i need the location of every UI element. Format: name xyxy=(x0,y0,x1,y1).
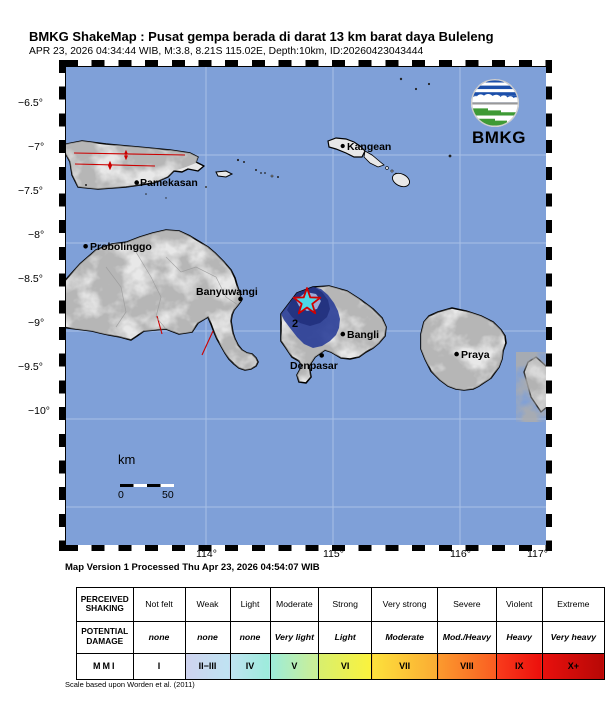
svg-text:Denpasar: Denpasar xyxy=(290,360,338,372)
svg-text:Praya: Praya xyxy=(461,349,490,361)
svg-text:2: 2 xyxy=(292,318,298,330)
svg-text:Kangean: Kangean xyxy=(347,141,391,153)
svg-text:Banyuwangi: Banyuwangi xyxy=(196,286,258,298)
svg-text:Bangli: Bangli xyxy=(347,329,379,341)
svg-text:Probolinggo: Probolinggo xyxy=(90,241,152,253)
svg-text:Pamekasan: Pamekasan xyxy=(140,177,198,189)
